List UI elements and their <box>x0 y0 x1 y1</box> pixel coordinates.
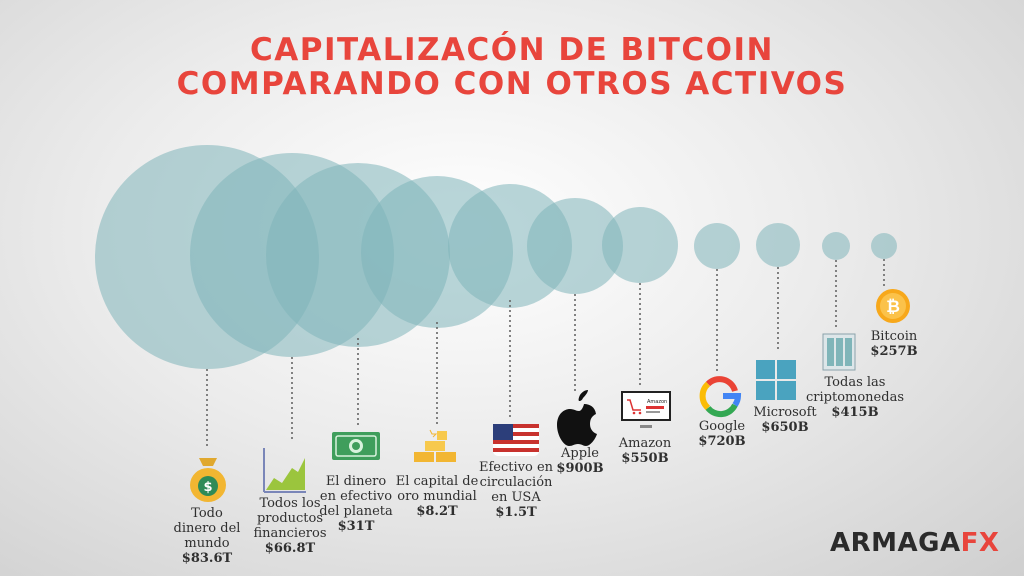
label-microsoft: Microsoft $650B <box>745 405 825 435</box>
label-text: Bitcoin <box>870 329 918 344</box>
label-gold: El capital de oro mundial $8.2T <box>385 474 489 519</box>
value-text: $415B <box>831 405 879 420</box>
label-text: Todo <box>191 506 223 521</box>
value-text: $8.2T <box>416 504 458 519</box>
circle-amazon <box>602 207 678 283</box>
amazon-laptop-icon: Amazon <box>621 391 671 428</box>
brand-name-part2: FX <box>960 528 1000 558</box>
value-text: $83.6T <box>181 551 233 566</box>
value-text: $257B <box>870 344 918 359</box>
label-crypto: Todas las criptomonedas $415B <box>800 375 910 420</box>
title-line-1: CAPITALIZACÓN DE BITCOIN <box>250 32 774 68</box>
chart-icon <box>263 448 306 493</box>
brand-name-part1: ARMAGA <box>830 528 961 558</box>
bitcoin-symbol: ₿ <box>886 297 900 317</box>
cash-icon <box>332 432 380 460</box>
label-text: del planeta <box>319 504 393 519</box>
label-text: productos <box>256 511 324 526</box>
circle-microsoft <box>756 223 800 267</box>
value-text: $66.8T <box>264 541 316 556</box>
title-line-2: COMPARANDO CON OTROS ACTIVOS <box>176 66 848 102</box>
amazon-mini-text: Amazon <box>647 399 667 405</box>
label-financial-products: Todos los productos financieros $66.8T <box>240 496 340 556</box>
label-text: El capital de <box>395 474 479 489</box>
google-logo-icon <box>699 376 742 418</box>
label-text: Todas las <box>824 375 886 390</box>
label-text: Efectivo en <box>478 460 554 475</box>
dollar-sign: $ <box>203 480 212 495</box>
label-text: Google <box>698 419 746 434</box>
label-text: en efectivo <box>319 489 393 504</box>
label-text: criptomonedas <box>806 390 904 405</box>
label-text: en USA <box>491 490 541 505</box>
windows-logo-icon <box>756 360 796 400</box>
value-text: $1.5T <box>495 505 537 520</box>
crypto-server-icon <box>822 333 856 371</box>
circle-crypto <box>822 232 850 260</box>
circle-google <box>694 223 740 269</box>
label-amazon: Amazon $550B <box>610 436 680 466</box>
label-physical-cash: El dinero en efectivo del planeta $31T <box>306 474 406 534</box>
brand-logo: ARMAGAFX <box>830 528 999 558</box>
money-bag-icon: $ <box>190 458 226 502</box>
label-text: Apple <box>561 446 599 461</box>
label-world-money: Todo dinero del mundo $83.6T <box>157 506 257 566</box>
value-text: $550B <box>621 451 669 466</box>
apple-logo-icon <box>557 390 597 446</box>
label-text: Microsoft <box>753 405 817 420</box>
value-text: $650B <box>761 420 809 435</box>
label-text: mundo <box>184 536 230 551</box>
value-text: $31T <box>337 519 375 534</box>
label-google: Google $720B <box>687 419 757 449</box>
label-text: oro mundial <box>397 489 477 504</box>
label-bitcoin: Bitcoin $257B <box>862 329 926 359</box>
usa-flag-icon <box>493 424 539 456</box>
label-usa-cash: Efectivo en circulación en USA $1.5T <box>466 460 566 520</box>
value-text: $720B <box>698 434 746 449</box>
bitcoin-icon: ₿ <box>876 289 910 323</box>
circle-apple <box>527 198 623 294</box>
label-text: Todos los <box>259 496 321 511</box>
value-text: $900B <box>556 461 604 476</box>
label-text: circulación <box>479 475 553 490</box>
label-text: dinero del <box>173 521 241 536</box>
circle-bitcoin <box>871 233 897 259</box>
gold-bars-icon <box>414 429 456 462</box>
label-text: El dinero <box>325 474 387 489</box>
label-text: financieros <box>253 526 327 541</box>
label-apple: Apple $900B <box>545 446 615 476</box>
label-text: Amazon <box>618 436 672 451</box>
